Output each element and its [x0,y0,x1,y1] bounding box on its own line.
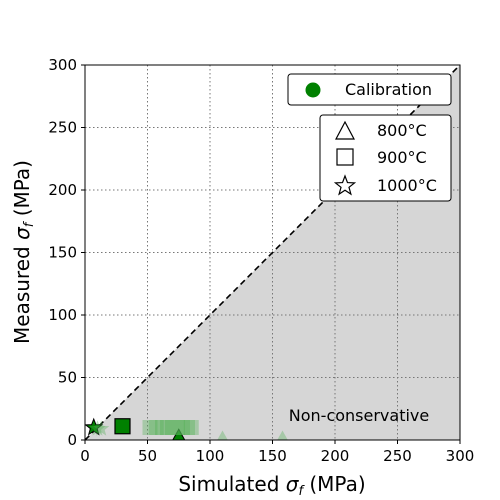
data-points [85,417,288,440]
legend-calibration-frame [287,73,452,106]
legend-calibration-label: Calibration [345,80,432,99]
legend-calibration: Calibration [287,73,452,106]
annotation-non-conservative: Non-conservative [289,406,429,425]
legend-temperature: 800°C 900°C 1000°C [319,114,452,202]
y-tick-label-2: 100 [48,306,77,324]
axis-ticks: 0 50 100 150 200 250 300 0 50 100 150 200 250 300 [48,56,474,465]
point-square-faded-7 [180,420,195,435]
y-tick-label-6: 300 [48,56,77,74]
legend-800c-label: 800°C [377,121,427,140]
x-tick-label-1: 50 [138,447,157,465]
y-axis-title: Measured σf (MPa) [10,160,37,344]
point-square-faded-0 [142,420,158,435]
point-square-faded-1 [148,420,164,435]
x-tick-label-6: 300 [446,447,475,465]
legend-1000c-label: 1000°C [377,176,437,195]
point-square-faded-8 [183,420,199,435]
y-tick-label-4: 200 [48,181,77,199]
point-square-faded-6 [175,420,190,435]
y-tick-label-5: 250 [48,119,77,137]
point-star-calibration-0 [85,417,104,436]
legend-triangle-marker [335,120,355,140]
point-triangle-faded-0 [217,430,228,440]
point-triangle-faded-1 [277,430,288,440]
y-tick-label-3: 150 [48,244,77,262]
x-tick-label-2: 100 [196,447,225,465]
legend-900c-label: 900°C [377,148,427,167]
x-tick-label-5: 250 [383,447,412,465]
legend-square-marker [336,148,354,166]
x-axis-title: Simulated σf (MPa) [178,472,365,499]
legend-calibration-marker [305,82,321,98]
legend-star-marker [333,174,357,196]
point-square-faded-4 [165,420,180,435]
point-square-faded-2 [155,420,170,435]
point-triangle-calibration-0 [172,428,186,440]
point-square-faded-5 [170,420,185,435]
x-tick-label-4: 200 [321,447,350,465]
y-tick-label-0: 0 [67,431,77,449]
y-tick-label-1: 50 [58,369,77,387]
point-star-faded-0 [89,420,106,436]
point-square-faded-3 [160,420,175,435]
x-tick-label-3: 150 [258,447,287,465]
x-tick-label-0: 0 [80,447,90,465]
point-square-calibration-0 [114,418,131,435]
point-star-faded-1 [93,420,110,436]
